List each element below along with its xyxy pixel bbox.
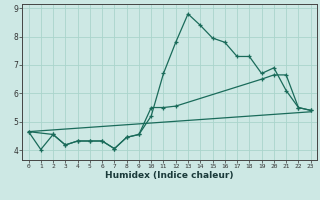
X-axis label: Humidex (Indice chaleur): Humidex (Indice chaleur) <box>105 171 234 180</box>
